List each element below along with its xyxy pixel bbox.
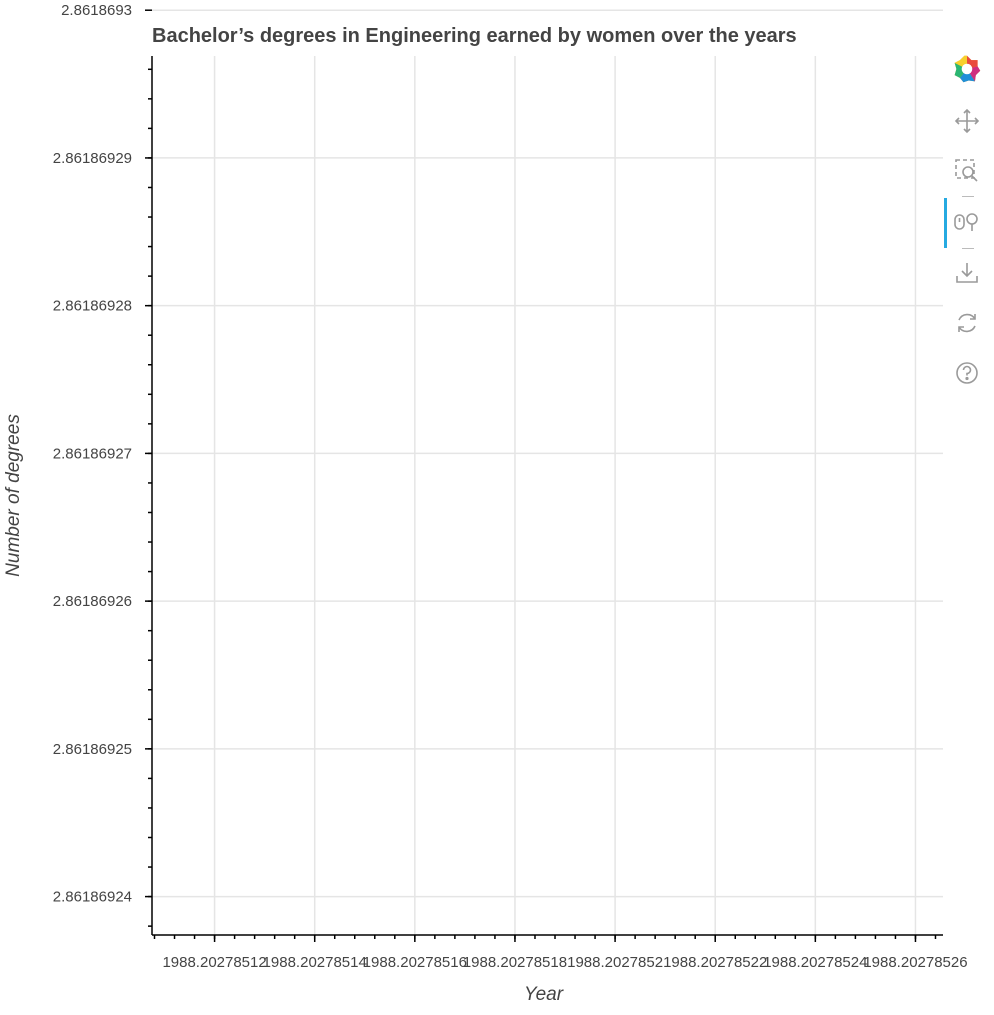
x-tick-label: 1988.2027852 — [567, 954, 663, 971]
box-zoom-icon[interactable] — [952, 156, 982, 186]
save-icon[interactable] — [952, 258, 982, 288]
y-tick-label: 2.86186927 — [53, 445, 132, 462]
reset-icon[interactable] — [952, 308, 982, 338]
y-tick-label: 2.86186929 — [53, 150, 132, 167]
y-tick-label: 2.86186925 — [53, 741, 132, 758]
wheel-zoom-icon[interactable] — [952, 207, 982, 237]
x-tick-label: 1988.20278524 — [763, 954, 867, 971]
help-icon[interactable] — [952, 358, 982, 388]
y-tick-label: 2.86186928 — [53, 298, 132, 315]
bokeh-logo-icon[interactable] — [952, 54, 982, 84]
plot-background[interactable] — [152, 56, 943, 935]
toolbar-separator — [962, 248, 974, 249]
y-tick-label: 2.8618693 — [61, 2, 132, 19]
x-tick-label: 1988.20278512 — [162, 954, 266, 971]
x-axis: 1988.202785121988.202785141988.202785161… — [152, 934, 968, 971]
x-grid — [213, 56, 917, 935]
y-axis: 2.86186924 2.86186925 2.86186926 2.86186927… — [53, 2, 153, 935]
x-tick-label: 1988.20278514 — [263, 954, 367, 971]
active-tool-indicator — [944, 198, 947, 248]
pan-icon[interactable] — [952, 106, 982, 136]
y-tick-label: 2.86186926 — [53, 593, 132, 610]
y-axis-label: Number of degrees — [3, 414, 24, 577]
y-tick-label: 2.86186924 — [53, 889, 132, 906]
y-grid — [152, 9, 943, 898]
x-tick-label: 1988.20278518 — [463, 954, 567, 971]
chart-title: Bachelor’s degrees in Engineering earned… — [152, 25, 797, 47]
toolbar-separator — [962, 196, 974, 197]
x-axis-label: Year — [524, 984, 564, 1005]
x-tick-label: 1988.20278516 — [363, 954, 467, 971]
x-tick-label: 1988.20278526 — [863, 954, 967, 971]
plot-area[interactable] — [152, 9, 943, 935]
x-tick-label: 1988.20278522 — [663, 954, 767, 971]
